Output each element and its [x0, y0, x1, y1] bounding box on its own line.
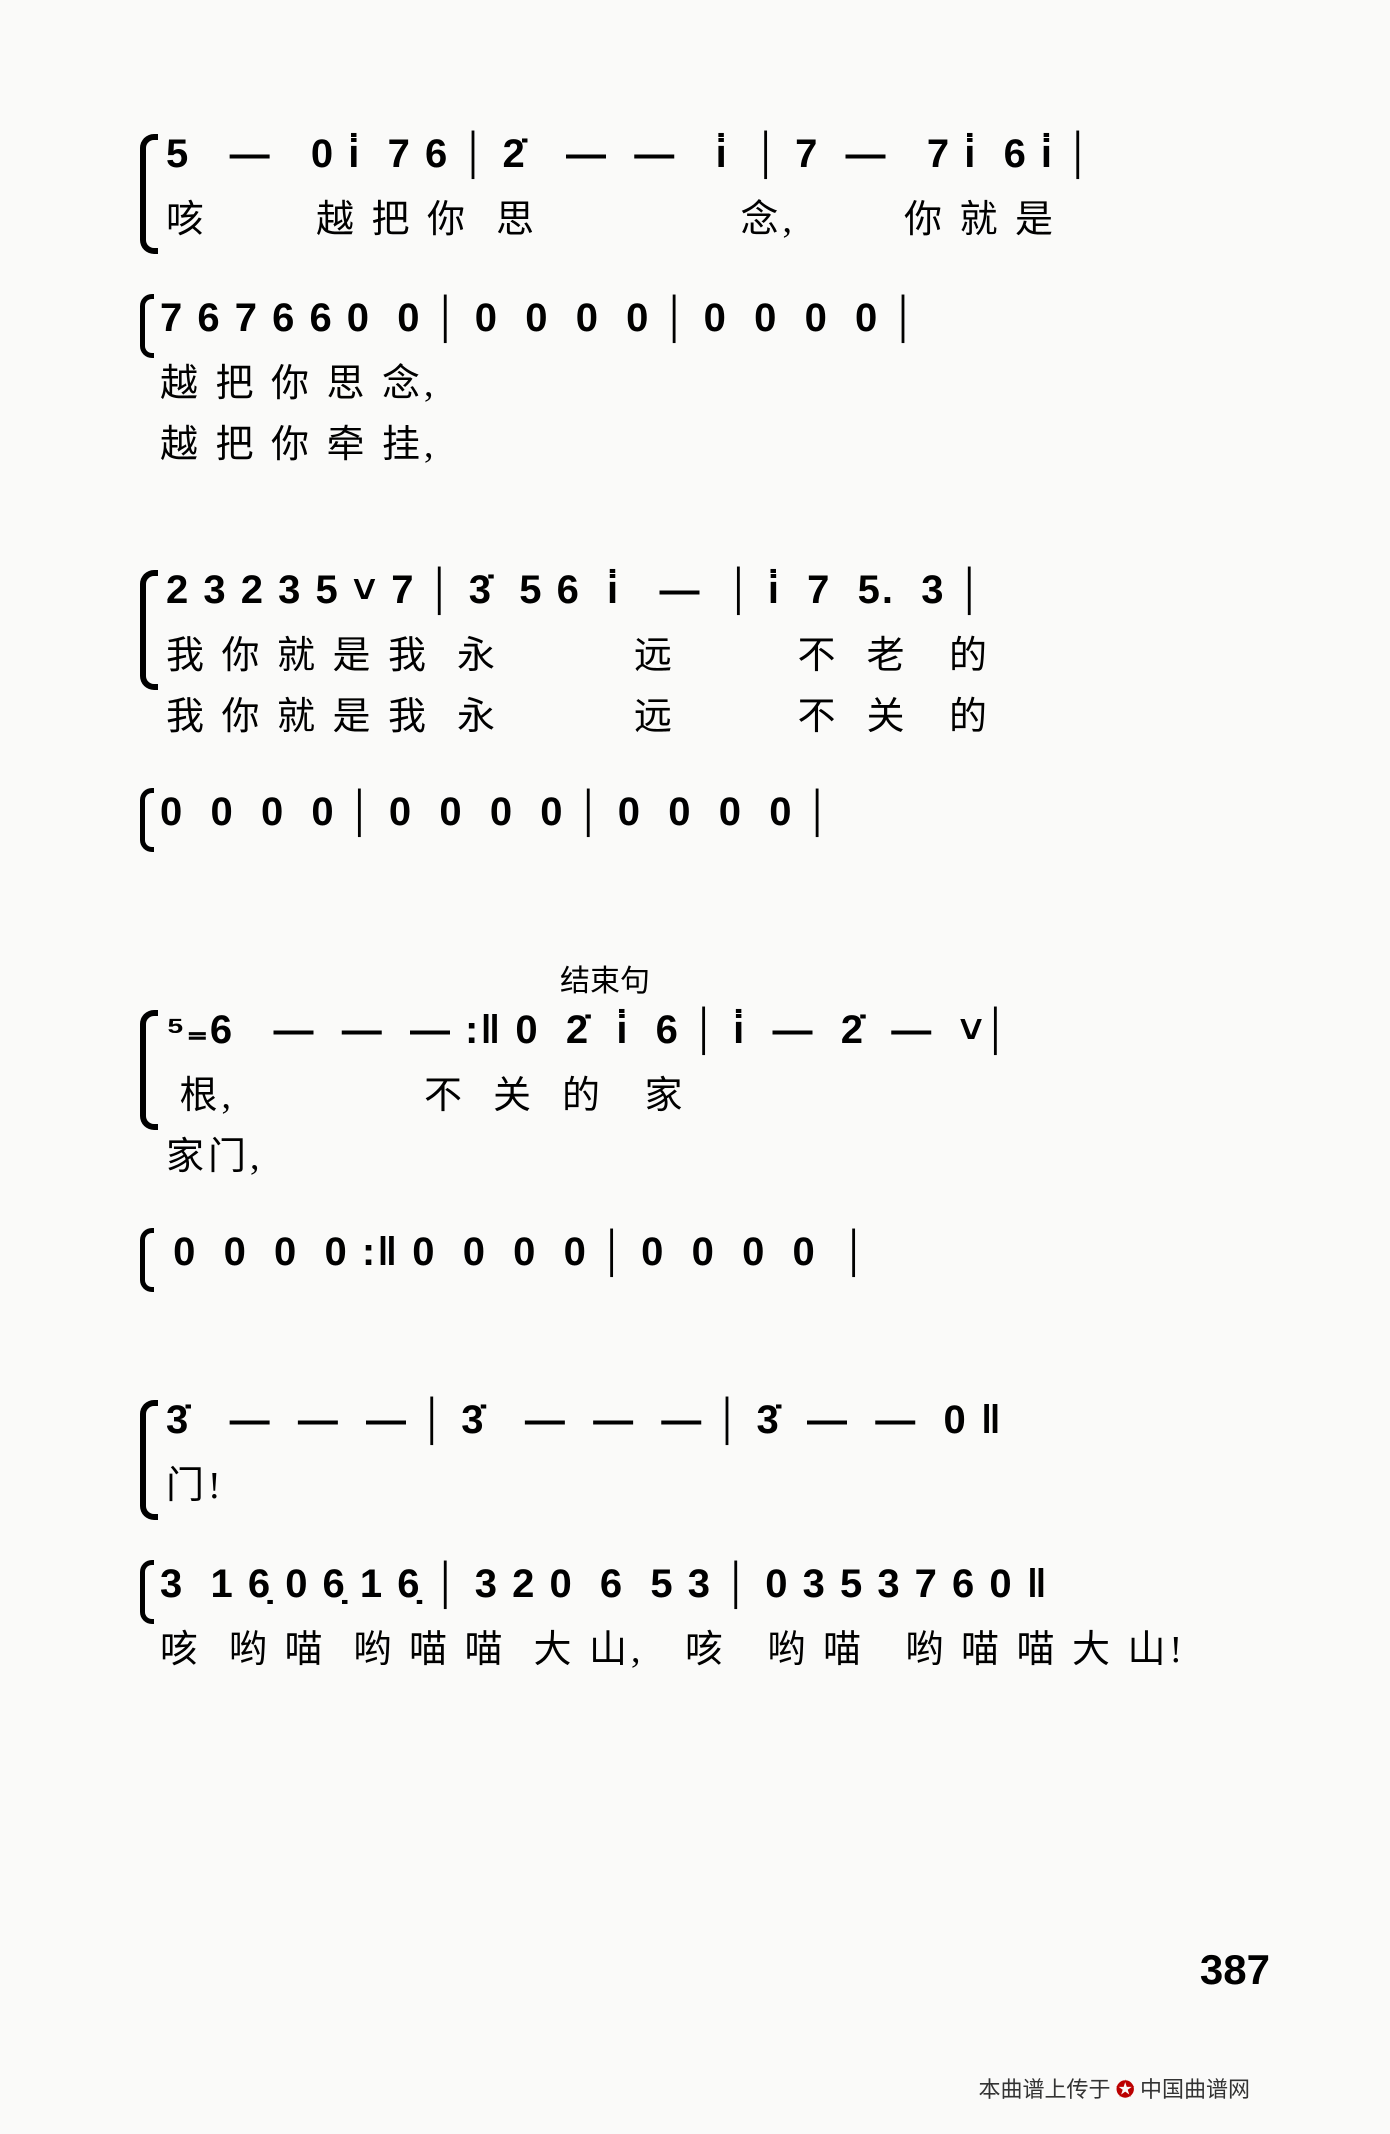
- notation-line: 0 0 0 0 │ 0 0 0 0 │ 0 0 0 0 │: [160, 788, 1290, 836]
- sheet-music-page: 5 — 0 i̇ 7 6 │ 2̇ — — i̇ │ 7 — 7 i̇ 6 i̇…: [0, 0, 1390, 2134]
- music-system-3: 结束句 ⁵₌6 — — — :‖ 0 2̇ i̇ 6 │ i̇ — 2̇ — ˅…: [140, 956, 1290, 1306]
- notation-line: 7 6 7 6 6 0 0 │ 0 0 0 0 │ 0 0 0 0 │: [160, 294, 1290, 342]
- lyrics-line-alt: 越 把 你 牵 挂,: [160, 413, 1290, 468]
- music-system-2: 2 3 2 3 5 ˅ 7 │ 3̇ 5 6 i̇ — │ i̇ 7 5. 3 …: [140, 566, 1290, 866]
- bottom-staff: 0 0 0 0 │ 0 0 0 0 │ 0 0 0 0 │: [160, 788, 1290, 858]
- notation-line: ⁵₌6 — — — :‖ 0 2̇ i̇ 6 │ i̇ — 2̇ — ˅│: [166, 1006, 1290, 1054]
- notation-line: 3̇ — — — │ 3̇ — — — │ 3̇ — — 0 ‖: [166, 1396, 1290, 1444]
- music-system-4: 3̇ — — — │ 3̇ — — — │ 3̇ — — 0 ‖ 门! 3 1 …: [140, 1396, 1290, 1681]
- site-logo-icon: ✪: [1116, 2077, 1134, 2102]
- staff-bracket-icon: [140, 294, 154, 358]
- staff-bracket-icon: [140, 570, 158, 690]
- staff-bracket-icon: [140, 1010, 158, 1130]
- notation-line: 3 1 6̣ 0 6̣ 1 6̣ │ 3 2 0 6 5 3 │ 0 3 5 3…: [160, 1560, 1290, 1608]
- lyrics-line-alt: 我 你 就 是 我 永 远 不 关 的: [166, 685, 1290, 740]
- lyrics-line: 我 你 就 是 我 永 远 不 老 的: [166, 624, 1290, 679]
- footer-attribution: 本曲谱上传于 ✪ 中国曲谱网: [979, 2072, 1250, 2104]
- staff-bracket-icon: [140, 134, 158, 254]
- staff-bracket-icon: [140, 1228, 154, 1292]
- ending-annotation: 结束句: [560, 956, 1290, 1000]
- lyrics-line: 根, 不 关 的 家: [166, 1064, 1290, 1119]
- staff-bracket-icon: [140, 788, 154, 852]
- lyrics-line-alt: 家门,: [166, 1125, 1290, 1180]
- bottom-staff: 7 6 7 6 6 0 0 │ 0 0 0 0 │ 0 0 0 0 │ 越 把 …: [160, 294, 1290, 468]
- staff-bracket-icon: [140, 1400, 158, 1520]
- bottom-staff: 0 0 0 0 :‖ 0 0 0 0 │ 0 0 0 0 │: [160, 1228, 1290, 1298]
- bottom-staff: 3 1 6̣ 0 6̣ 1 6̣ │ 3 2 0 6 5 3 │ 0 3 5 3…: [160, 1560, 1290, 1673]
- top-staff: 5 — 0 i̇ 7 6 │ 2̇ — — i̇ │ 7 — 7 i̇ 6 i̇…: [166, 130, 1290, 243]
- top-staff: 3̇ — — — │ 3̇ — — — │ 3̇ — — 0 ‖ 门!: [166, 1396, 1290, 1509]
- staff-bracket-icon: [140, 1560, 154, 1624]
- top-staff: ⁵₌6 — — — :‖ 0 2̇ i̇ 6 │ i̇ — 2̇ — ˅│ 根,…: [166, 1006, 1290, 1180]
- footer-site-name: 中国曲谱网: [1140, 2077, 1250, 2102]
- notation-line: 5 — 0 i̇ 7 6 │ 2̇ — — i̇ │ 7 — 7 i̇ 6 i̇…: [166, 130, 1290, 178]
- lyrics-line: 咳 越 把 你 思 念, 你 就 是: [166, 188, 1290, 243]
- page-number: 387: [1200, 1946, 1270, 1994]
- lyrics-line: 咳 哟 喵 哟 喵 喵 大 山, 咳 哟 喵 哟 喵 喵 大 山!: [160, 1618, 1290, 1673]
- notation-line: 0 0 0 0 :‖ 0 0 0 0 │ 0 0 0 0 │: [160, 1228, 1290, 1276]
- lyrics-line: 门!: [166, 1454, 1290, 1509]
- music-system-1: 5 — 0 i̇ 7 6 │ 2̇ — — i̇ │ 7 — 7 i̇ 6 i̇…: [140, 130, 1290, 476]
- top-staff: 2 3 2 3 5 ˅ 7 │ 3̇ 5 6 i̇ — │ i̇ 7 5. 3 …: [166, 566, 1290, 740]
- lyrics-line: 越 把 你 思 念,: [160, 352, 1290, 407]
- footer-prefix: 本曲谱上传于: [979, 2077, 1117, 2102]
- notation-line: 2 3 2 3 5 ˅ 7 │ 3̇ 5 6 i̇ — │ i̇ 7 5. 3 …: [166, 566, 1290, 614]
